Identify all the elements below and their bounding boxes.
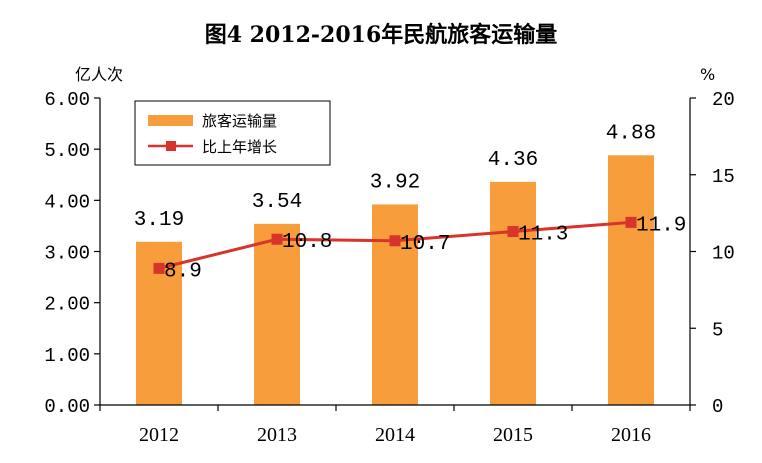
bar-label-2012: 3.19: [134, 209, 184, 232]
bar-2015: [490, 181, 536, 405]
right-tick-label: 5: [712, 319, 723, 341]
bar-label-2015: 4.36: [488, 149, 538, 172]
right-tick-label: 0: [712, 396, 723, 418]
line-marker-2012: [153, 262, 165, 274]
bar-2013: [254, 223, 300, 405]
line-marker-2015: [507, 226, 519, 238]
line-label-2012: 8.9: [164, 260, 202, 283]
bar-2016: [608, 155, 654, 405]
line-data-labels: 8.9 10.8 10.7 11.3 11.9: [164, 214, 686, 283]
legend-line-marker: [166, 141, 176, 151]
left-axis-unit: 亿人次: [75, 65, 123, 84]
line-label-2016: 11.9: [636, 214, 686, 237]
line-marker-2013: [271, 233, 283, 245]
left-tick-label: 4.00: [44, 191, 90, 213]
line-marker-2014: [389, 235, 401, 247]
left-tick-label: 3.00: [44, 243, 90, 265]
axes: 0.00 1.00 2.00 3.00 4.00 5.00 6.00 0 5 10 15 20 2012…: [44, 89, 734, 446]
x-tick-label-2015: 2015: [493, 424, 533, 446]
bar-label-2014: 3.92: [370, 171, 420, 194]
bar-series: [136, 155, 654, 405]
left-tick-label: 1.00: [44, 345, 90, 367]
x-tick-label-2016: 2016: [611, 424, 651, 446]
left-tick-label: 5.00: [44, 140, 90, 162]
line-label-2015: 11.3: [518, 224, 568, 247]
left-tick-label: 6.00: [44, 89, 90, 111]
line-marker-2016: [625, 216, 637, 228]
growth-line-series: [153, 216, 637, 274]
chart-title: 图4 2012-2016年民航旅客运输量: [205, 22, 558, 48]
x-tick-label-2012: 2012: [139, 424, 179, 446]
right-tick-label: 10: [712, 243, 735, 265]
legend: 旅客运输量 比上年增长: [134, 100, 331, 166]
right-tick-label: 15: [712, 166, 735, 188]
line-label-2014: 10.7: [400, 233, 450, 256]
legend-box: [134, 100, 331, 166]
legend-line-label: 比上年增长: [202, 138, 277, 156]
line-label-2013: 10.8: [282, 231, 332, 254]
x-tick-label-2013: 2013: [257, 424, 297, 446]
x-tick-label-2014: 2014: [375, 424, 415, 446]
bar-label-2016: 4.88: [606, 122, 656, 145]
legend-bar-swatch: [148, 115, 193, 126]
legend-bar-label: 旅客运输量: [202, 112, 277, 130]
right-tick-label: 20: [712, 89, 735, 111]
right-axis-unit: %: [700, 65, 715, 84]
bar-label-2013: 3.54: [252, 191, 302, 214]
left-tick-label: 2.00: [44, 294, 90, 316]
left-tick-label: 0.00: [44, 396, 90, 418]
bar-data-labels: 3.19 3.54 3.92 4.36 4.88: [134, 122, 656, 231]
